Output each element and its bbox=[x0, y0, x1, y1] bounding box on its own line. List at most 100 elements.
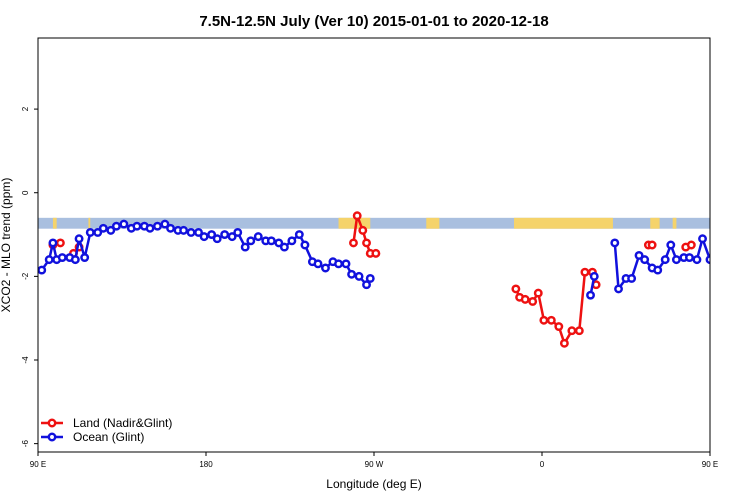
data-point bbox=[546, 315, 556, 325]
data-point bbox=[194, 228, 203, 237]
data-point bbox=[520, 294, 530, 304]
data-point bbox=[119, 219, 129, 229]
data-point bbox=[253, 232, 263, 242]
series-layer bbox=[38, 211, 750, 348]
data-point bbox=[354, 271, 364, 281]
data-point bbox=[347, 269, 357, 279]
data-point bbox=[528, 297, 538, 306]
y-axis-label: XCO2 - MLO trend (ppm) bbox=[0, 178, 13, 313]
data-point bbox=[559, 338, 569, 348]
data-point bbox=[220, 230, 230, 239]
data-point bbox=[313, 259, 323, 269]
y-axis: -6 -4 -2 0 2 bbox=[21, 106, 38, 447]
data-point bbox=[80, 253, 90, 262]
land-segment bbox=[338, 217, 371, 229]
data-point bbox=[574, 326, 584, 336]
data-point bbox=[362, 280, 371, 290]
data-point bbox=[686, 240, 696, 250]
legend-label: Ocean (Glint) bbox=[73, 430, 144, 444]
data-point bbox=[132, 221, 142, 231]
data-point bbox=[240, 242, 250, 252]
data-point bbox=[666, 240, 676, 250]
data-point bbox=[685, 253, 694, 262]
data-point bbox=[287, 236, 297, 246]
data-point bbox=[111, 221, 121, 231]
data-point bbox=[533, 288, 543, 298]
data-point bbox=[660, 255, 670, 265]
data-point bbox=[274, 238, 284, 248]
data-point bbox=[733, 227, 739, 233]
data-point bbox=[106, 225, 116, 235]
data-point bbox=[634, 251, 644, 260]
data-point bbox=[85, 228, 95, 237]
legend-marker bbox=[47, 418, 57, 428]
data-point bbox=[653, 265, 663, 275]
data-point bbox=[371, 248, 381, 258]
data-point bbox=[74, 234, 84, 244]
data-point bbox=[580, 267, 590, 277]
data-point bbox=[294, 230, 304, 239]
data-point bbox=[647, 240, 657, 250]
data-point bbox=[712, 229, 718, 235]
data-point bbox=[511, 284, 521, 294]
x-tick-label: 90 E bbox=[702, 460, 718, 469]
x-tick-label: 90 W bbox=[365, 460, 384, 469]
data-point bbox=[38, 265, 47, 275]
data-point bbox=[279, 242, 289, 252]
data-point bbox=[212, 234, 222, 244]
data-point bbox=[539, 315, 549, 325]
data-point bbox=[365, 274, 375, 283]
x-tick-label: 90 E bbox=[30, 460, 46, 469]
data-point bbox=[160, 219, 170, 229]
data-point bbox=[44, 255, 54, 265]
series-line bbox=[514, 270, 598, 345]
legend-label: Land (Nadir&Glint) bbox=[73, 416, 172, 430]
data-point bbox=[692, 255, 702, 265]
plot-frame bbox=[37, 37, 711, 453]
data-point bbox=[746, 219, 750, 225]
data-point bbox=[614, 284, 623, 294]
land-segment bbox=[52, 217, 57, 229]
y-tick-label: 0 bbox=[21, 190, 30, 195]
data-point bbox=[57, 253, 67, 262]
data-point bbox=[70, 255, 80, 265]
y-tick-label: -6 bbox=[21, 440, 30, 448]
data-point bbox=[300, 240, 310, 250]
data-point bbox=[233, 228, 243, 237]
data-point bbox=[227, 232, 237, 242]
data-point bbox=[186, 228, 196, 237]
data-point bbox=[554, 322, 564, 331]
x-tick-label: 0 bbox=[540, 460, 545, 469]
ocean-band bbox=[38, 217, 710, 229]
x-axis: 90 E 180 90 W 0 90 E bbox=[30, 452, 718, 469]
chart-title: 7.5N-12.5N July (Ver 10) 2015-01-01 to 2… bbox=[199, 13, 548, 30]
data-point bbox=[266, 236, 276, 246]
data-point bbox=[352, 211, 362, 221]
data-point bbox=[362, 238, 371, 248]
data-point bbox=[727, 225, 733, 231]
y-tick-label: -2 bbox=[21, 272, 30, 280]
land-segment bbox=[514, 217, 613, 229]
map-strip bbox=[38, 217, 710, 229]
data-point bbox=[740, 223, 746, 229]
data-point bbox=[698, 234, 707, 244]
data-point bbox=[334, 259, 343, 269]
data-point bbox=[153, 221, 162, 231]
data-point bbox=[640, 255, 650, 265]
land-segment bbox=[650, 217, 660, 229]
data-point bbox=[246, 236, 256, 246]
x-tick-label: 180 bbox=[199, 460, 213, 469]
legend: Land (Nadir&Glint)Ocean (Glint) bbox=[41, 416, 172, 444]
data-point bbox=[48, 238, 58, 248]
data-point bbox=[671, 255, 681, 265]
data-point bbox=[98, 223, 108, 233]
data-point bbox=[358, 225, 368, 235]
land-segment bbox=[88, 217, 91, 229]
data-point bbox=[610, 238, 620, 248]
data-point bbox=[567, 326, 577, 336]
legend-marker bbox=[47, 432, 57, 442]
data-point bbox=[720, 229, 726, 235]
land-segment bbox=[672, 217, 677, 229]
data-point bbox=[93, 228, 103, 237]
